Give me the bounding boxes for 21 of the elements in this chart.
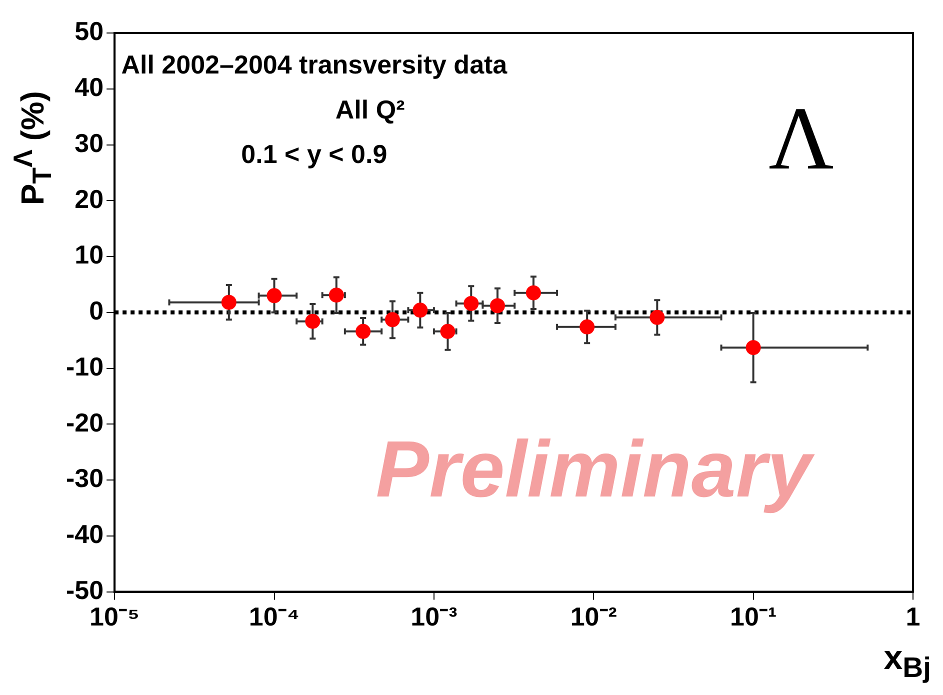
annotation: Λ <box>768 89 834 188</box>
annotation: All Q² <box>335 94 406 124</box>
x-tick-label: 10⁻¹ <box>730 602 777 632</box>
annotation: Preliminary <box>376 424 816 514</box>
y-tick-label: 40 <box>74 72 104 102</box>
x-tick-label: 10⁻³ <box>410 602 458 632</box>
x-tick-label: 1 <box>906 602 920 632</box>
y-tick-label: 0 <box>89 296 104 326</box>
y-tick-label: 20 <box>74 184 104 214</box>
y-tick-label: -30 <box>66 463 104 494</box>
y-tick-label: -40 <box>66 519 104 550</box>
y-tick-label: -20 <box>66 407 104 438</box>
annotation: 0.1 < y < 0.9 <box>241 139 388 170</box>
y-tick-label: 50 <box>74 16 104 46</box>
y-tick-label: 30 <box>74 128 104 158</box>
y-tick-label: -10 <box>66 351 104 382</box>
x-tick-label: 10⁻⁴ <box>248 602 300 632</box>
annotation: All 2002–2004 transversity data <box>121 50 508 80</box>
x-tick-label: 10⁻² <box>570 602 618 632</box>
y-tick-label: 10 <box>74 240 104 270</box>
x-axis-title: x$_{Bj}$ <box>884 639 931 685</box>
